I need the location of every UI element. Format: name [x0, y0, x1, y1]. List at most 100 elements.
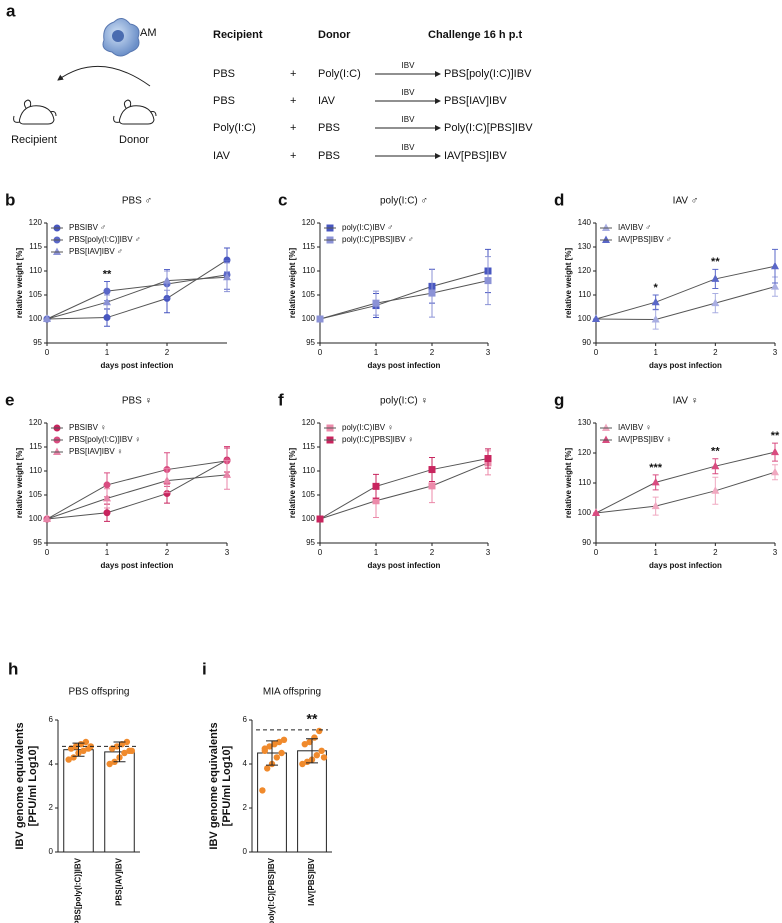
header: Challenge 16 h p.t	[428, 29, 522, 41]
y-tick-label: 4	[49, 759, 54, 768]
x-axis-label: days post infection	[649, 561, 722, 570]
panel-title: IAV ♂	[673, 196, 699, 207]
x-axis-label: days post infection	[101, 561, 174, 570]
marker	[711, 486, 720, 494]
error-bar	[72, 742, 85, 757]
x-tick-label: 1	[374, 348, 379, 357]
x-tick-label: 0	[45, 348, 50, 357]
legend-label: poly(I:C)[PBS]IBV ♀	[342, 435, 414, 444]
series-line	[46, 474, 228, 520]
marker	[163, 276, 171, 284]
data-point	[318, 747, 325, 754]
series-line	[319, 280, 489, 320]
marker	[316, 315, 324, 323]
data-point	[121, 749, 128, 757]
y-tick-label: 105	[302, 490, 316, 499]
x-tick-label: 0	[318, 548, 323, 557]
y-axis-label: IBV genome equivalents	[14, 722, 26, 849]
legend-label: poly(I:C)IBV ♂	[342, 223, 393, 232]
row-cell: PBS	[318, 150, 340, 162]
header: Donor	[318, 29, 351, 41]
legend-label: IAVIBV ♀	[618, 423, 651, 432]
x-axis-label: days post infection	[101, 361, 174, 370]
significance: ***	[649, 462, 663, 474]
data-point	[70, 754, 77, 761]
bar	[257, 752, 287, 853]
y-tick-label: 115	[29, 242, 42, 251]
panel-letter: f	[278, 390, 284, 409]
significance: **	[103, 268, 112, 280]
marker	[103, 509, 111, 517]
marker	[771, 282, 779, 290]
data-point	[128, 747, 135, 754]
legend-label: poly(I:C)IBV ♀	[342, 423, 393, 432]
significance: **	[771, 430, 780, 442]
legend-label: IAV[PBS]IBV ♂	[618, 235, 672, 244]
series-line	[46, 459, 228, 520]
x-tick-label: 0	[45, 548, 50, 557]
marker	[103, 481, 111, 489]
panel-letter: d	[554, 190, 564, 209]
challenge-result: Poly(I:C)[PBS]IBV	[444, 122, 533, 134]
panel-title: PBS ♀	[122, 396, 152, 407]
marker	[43, 514, 51, 522]
y-tick-label: 105	[29, 290, 43, 299]
x-axis-label: days post infection	[368, 361, 441, 370]
transfer-arrow	[57, 65, 151, 87]
y-tick-label: 130	[578, 242, 592, 251]
data-point	[313, 752, 320, 759]
legend-label: poly(I:C)[PBS]IBV ♂	[342, 235, 414, 244]
y-tick-label: 2	[49, 803, 54, 812]
x-tick-label: 3	[225, 548, 230, 557]
am-cell-icon	[102, 18, 140, 57]
marker	[592, 314, 600, 322]
y-tick-label: 110	[29, 266, 42, 275]
data-point	[266, 743, 273, 750]
series-line	[319, 458, 489, 520]
legend-label: IAVIBV ♂	[618, 223, 651, 232]
challenge-virus: IBV	[402, 61, 416, 70]
x-tick-label: PBS[IAV]IBV	[115, 857, 124, 906]
y-tick-label: 100	[29, 314, 43, 323]
row-cell: Poly(I:C)	[213, 122, 256, 134]
legend-marker	[602, 223, 610, 231]
marker	[651, 501, 660, 510]
y-tick-label: 100	[302, 314, 316, 323]
data-point	[65, 756, 72, 763]
mouse-label: Donor	[119, 134, 149, 146]
y-axis-label: IBV genome equivalents	[208, 722, 220, 849]
x-tick-label: 3	[486, 348, 491, 357]
y-tick-label: 110	[29, 466, 42, 475]
panel-title: PBS ♂	[122, 196, 152, 207]
x-tick-label: 2	[713, 548, 718, 557]
y-axis-label: relative weight [%]	[288, 248, 297, 319]
x-tick-label: 1	[105, 548, 110, 557]
legend-marker	[53, 247, 61, 255]
row-cell: PBS	[213, 68, 235, 80]
y-axis-label: relative weight [%]	[564, 248, 573, 319]
x-axis-label: days post infection	[368, 561, 441, 570]
marker	[592, 508, 600, 516]
y-tick-label: 100	[578, 508, 592, 517]
error-bar	[306, 738, 318, 764]
significance: **	[307, 711, 318, 727]
mouse-label: Recipient	[11, 134, 57, 146]
legend-marker	[53, 447, 61, 455]
data-point	[118, 741, 126, 748]
y-tick-label: 6	[49, 715, 54, 724]
y-tick-label: 120	[302, 418, 316, 427]
x-tick-label: poly(I:C)[PBS]IBV	[267, 857, 276, 923]
data-point	[82, 738, 90, 746]
mouse-icons	[13, 99, 157, 125]
data-point	[271, 741, 278, 748]
x-tick-label: IAV[PBS]IBV	[307, 857, 316, 906]
y-tick-label: 110	[302, 266, 315, 275]
x-tick-label: 1	[653, 348, 658, 357]
error-bar	[266, 740, 278, 766]
challenge-virus: IBV	[402, 115, 416, 124]
series-line	[46, 259, 228, 320]
panel-letter: e	[5, 390, 14, 409]
data-point	[113, 743, 121, 750]
panel-letter: g	[554, 390, 564, 409]
